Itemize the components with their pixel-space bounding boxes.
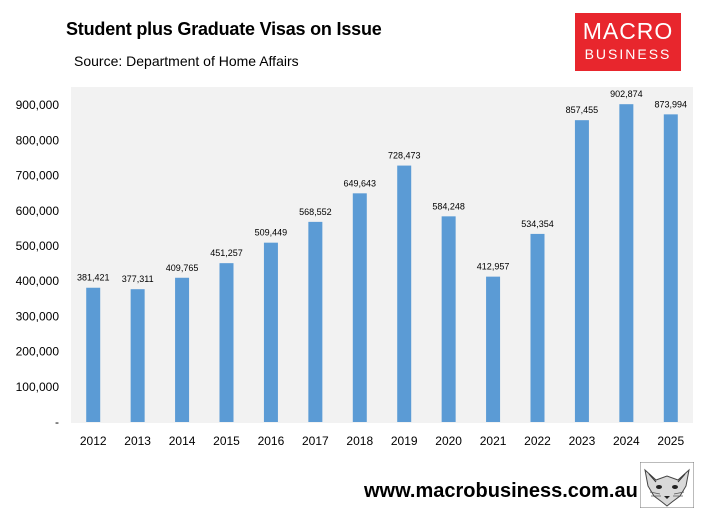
bar-2021 <box>486 276 501 422</box>
data-label: 902,874 <box>610 89 643 99</box>
y-tick-label: 200,000 <box>16 345 60 359</box>
x-tick-label: 2014 <box>169 434 196 448</box>
bar-2012 <box>86 287 101 422</box>
x-axis: 2012 2013 2014 2015 2016 2017 2018 2019 2020 2021… <box>80 434 685 448</box>
website-url[interactable]: www.macrobusiness.com.au <box>364 480 638 502</box>
bar-2019 <box>397 165 412 422</box>
bar-2023 <box>574 120 589 422</box>
chart-title: Student plus Graduate Visas on Issue <box>66 19 382 39</box>
bar-2025 <box>663 114 678 422</box>
bar-2018 <box>352 193 367 422</box>
data-label: 728,473 <box>388 151 421 161</box>
x-tick-label: 2018 <box>346 434 373 448</box>
x-tick-label: 2016 <box>258 434 285 448</box>
y-tick-label: 100,000 <box>16 380 60 394</box>
bar-2017 <box>308 221 323 422</box>
x-tick-label: 2022 <box>524 434 551 448</box>
y-tick-label: 900,000 <box>16 98 60 112</box>
x-tick-label: 2019 <box>391 434 418 448</box>
bar-2015 <box>219 263 234 422</box>
y-tick-label: 700,000 <box>16 169 60 183</box>
y-tick-label: 500,000 <box>16 239 60 253</box>
bar-2016 <box>263 242 278 422</box>
bar-2013 <box>130 289 145 422</box>
x-tick-label: 2020 <box>435 434 462 448</box>
x-tick-label: 2015 <box>213 434 240 448</box>
data-label: 649,643 <box>344 178 377 188</box>
data-label: 381,421 <box>77 273 110 283</box>
bar-2024 <box>619 104 634 422</box>
bars: 381,421 377,311 409,765 451,257 509,449 568,5… <box>77 89 687 422</box>
y-tick-label: 400,000 <box>16 274 60 288</box>
bar-2020 <box>441 216 456 422</box>
bar-2022 <box>530 233 545 422</box>
x-tick-label: 2021 <box>480 434 507 448</box>
data-label: 873,994 <box>655 99 688 109</box>
x-tick-label: 2023 <box>569 434 596 448</box>
data-label: 412,957 <box>477 262 510 272</box>
macrobusiness-logo: MACRO BUSINESS <box>575 13 681 71</box>
x-tick-label: 2025 <box>657 434 684 448</box>
data-label: 857,455 <box>566 105 599 115</box>
bar-2014 <box>175 277 190 422</box>
data-label: 584,248 <box>432 201 465 211</box>
x-tick-label: 2017 <box>302 434 329 448</box>
x-tick-label: 2013 <box>124 434 151 448</box>
y-tick-label: - <box>55 415 59 429</box>
x-tick-label: 2012 <box>80 434 107 448</box>
y-tick-label: 300,000 <box>16 309 60 323</box>
y-tick-label: 800,000 <box>16 133 60 147</box>
logo-line-2: BUSINESS <box>584 46 672 62</box>
logo-line-1: MACRO <box>582 18 674 44</box>
data-label: 568,552 <box>299 207 332 217</box>
fox-logo-icon <box>640 462 694 508</box>
data-label: 451,257 <box>210 248 243 258</box>
y-tick-label: 600,000 <box>16 204 60 218</box>
chart-source: Source: Department of Home Affairs <box>74 53 299 69</box>
y-axis: - 100,000 200,000 300,000 400,000 500,000 600,… <box>16 98 60 429</box>
plot-area <box>71 87 693 423</box>
data-label: 534,354 <box>521 219 554 229</box>
data-label: 409,765 <box>166 263 199 273</box>
data-label: 509,449 <box>255 228 288 238</box>
x-tick-label: 2024 <box>613 434 640 448</box>
data-label: 377,311 <box>122 274 154 284</box>
